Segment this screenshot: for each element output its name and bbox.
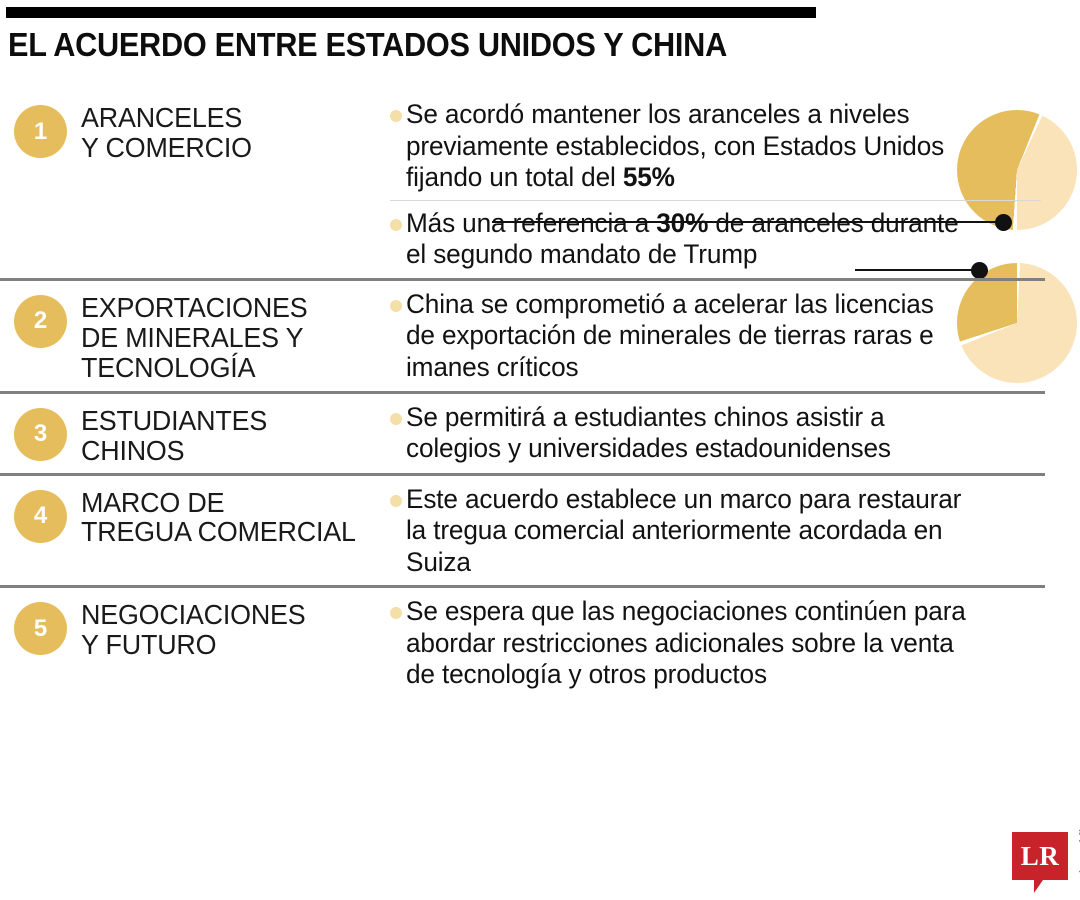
pie-chart-tariff-30	[957, 263, 1077, 383]
row-1: 1 ARANCELES Y COMERCIO Se acordó mantene…	[0, 95, 1045, 278]
bullet-dot-icon	[390, 299, 402, 312]
top-rule	[6, 7, 816, 18]
leader-dot-55	[995, 214, 1012, 231]
row-3: 3 ESTUDIANTES CHINOS Se permitirá a estu…	[0, 390, 1045, 473]
bullet-text-3-1: Se permitirá a estudiantes chinos asisti…	[406, 401, 891, 464]
row-3-left: 3 ESTUDIANTES CHINOS	[0, 402, 390, 466]
row-number-badge-5: 5	[14, 602, 67, 656]
row-2-right: China se comprometió a acelerar las lice…	[390, 289, 1045, 384]
bullet-1-1: Se acordó mantener los aranceles a nivel…	[390, 99, 1041, 194]
bullet-text-1-2: Más una referencia a 30% de aranceles du…	[406, 208, 969, 271]
bullet-dot-icon	[390, 607, 402, 620]
bullet-text-2-1: China se comprometió a acelerar las lice…	[406, 288, 934, 383]
bullet-dot-icon	[390, 110, 402, 122]
leader-dot-30	[971, 262, 988, 279]
bullet-block-1-2: Más una referencia a 30% de aranceles du…	[390, 199, 1041, 271]
row-category-1: ARANCELES Y COMERCIO	[81, 102, 252, 163]
lr-logo-text: LR	[1020, 840, 1060, 871]
row-4-right: Este acuerdo establece un marco para res…	[390, 484, 1045, 579]
row-1-left: 1 ARANCELES Y COMERCIO	[0, 99, 390, 163]
bullet-block-3-1: Se permitirá a estudiantes chinos asisti…	[390, 402, 1041, 465]
lr-logo-box: LR	[1012, 832, 1068, 880]
row-category-2: EXPORTACIONES DE MINERALES Y TECNOLOGÍA	[81, 291, 308, 383]
bullet-text-pre: Se acordó mantener los aranceles a nivel…	[406, 99, 945, 193]
page-title: EL ACUERDO ENTRE ESTADOS UNIDOS Y CHINA	[8, 26, 727, 63]
bullet-block-2-1: China se comprometió a acelerar las lice…	[390, 289, 1041, 384]
bullet-block-1-1: Se acordó mantener los aranceles a nivel…	[390, 99, 1041, 194]
row-5-left: 5 NEGOCIACIONES Y FUTURO	[0, 596, 390, 660]
row-number-badge-4: 4	[14, 489, 67, 543]
bullet-dot-icon	[390, 412, 402, 425]
bullet-text-1-1: Se acordó mantener los aranceles a nivel…	[406, 99, 969, 194]
bullet-dot-icon	[390, 494, 402, 507]
row-2: 2 EXPORTACIONES DE MINERALES Y TECNOLOGÍ…	[0, 277, 1045, 391]
row-1-right: Se acordó mantener los aranceles a nivel…	[390, 99, 1045, 271]
leader-line-30	[855, 269, 982, 271]
row-number-badge-1: 1	[14, 105, 67, 158]
lr-logo: LR	[1012, 832, 1068, 893]
row-5: 5 NEGOCIACIONES Y FUTURO Se espera que l…	[0, 585, 1045, 698]
leader-line-55	[492, 221, 1004, 223]
lr-logo-tail-icon	[1034, 880, 1043, 893]
bullet-value-55: 55%	[622, 162, 675, 193]
bullet-3-1: Se permitirá a estudiantes chinos asisti…	[390, 402, 1041, 465]
row-2-left: 2 EXPORTACIONES DE MINERALES Y TECNOLOGÍ…	[0, 289, 390, 383]
bullet-4-1: Este acuerdo establece un marco para res…	[390, 484, 1041, 579]
bullet-dot-icon	[390, 218, 402, 231]
bullet-text-post: de aranceles durante el segundo mandato …	[406, 207, 959, 270]
row-5-right: Se espera que las negociaciones continúe…	[390, 596, 1045, 691]
row-category-3: ESTUDIANTES CHINOS	[81, 404, 268, 466]
row-number-badge-2: 2	[14, 294, 67, 348]
row-category-5: NEGOCIACIONES Y FUTURO	[81, 599, 306, 661]
rows-container: 1 ARANCELES Y COMERCIO Se acordó mantene…	[0, 95, 1045, 698]
row-category-4: MARCO DE TREGUA COMERCIAL	[81, 486, 356, 548]
bullet-block-5-1: Se espera que las negociaciones continúe…	[390, 596, 1041, 691]
bullet-2-1: China se comprometió a acelerar las lice…	[390, 289, 1041, 384]
source-credit: Fuente: Bloomberg / Gráfico: LR-GR	[1076, 747, 1080, 900]
bullet-5-1: Se espera que las negociaciones continúe…	[390, 596, 1041, 691]
bullet-text-pre: Más una referencia a	[406, 207, 657, 238]
row-3-right: Se permitirá a estudiantes chinos asisti…	[390, 402, 1045, 465]
bullet-block-4-1: Este acuerdo establece un marco para res…	[390, 484, 1041, 579]
row-4: 4 MARCO DE TREGUA COMERCIAL Este acuerdo…	[0, 472, 1045, 586]
bullet-text-5-1: Se espera que las negociaciones continúe…	[406, 596, 966, 690]
bullet-value-30: 30%	[656, 207, 709, 238]
pie-chart-tariff-55	[957, 110, 1077, 230]
bullet-text-4-1: Este acuerdo establece un marco para res…	[406, 483, 962, 577]
row-4-left: 4 MARCO DE TREGUA COMERCIAL	[0, 484, 390, 548]
bullet-1-2: Más una referencia a 30% de aranceles du…	[390, 208, 1041, 271]
row-number-badge-3: 3	[14, 407, 67, 461]
